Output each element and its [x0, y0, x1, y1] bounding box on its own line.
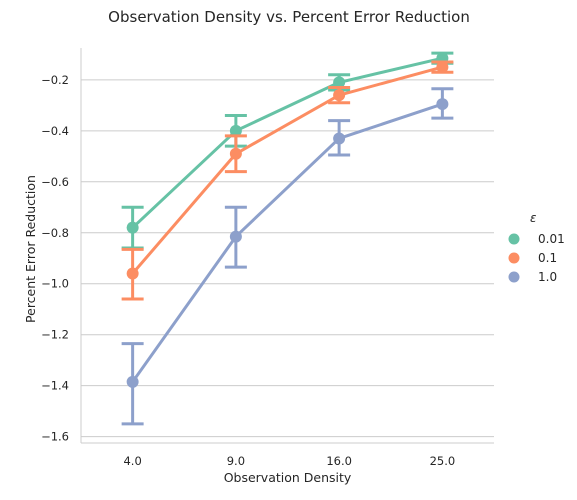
series-line: [131, 102, 443, 383]
series-group: [121, 51, 454, 426]
legend-title: ε: [530, 211, 537, 225]
data-point: [126, 221, 139, 234]
y-axis-label: Percent Error Reduction: [23, 175, 38, 323]
y-tick-label: −1.2: [41, 328, 69, 342]
data-point: [333, 132, 346, 145]
series-line: [131, 65, 443, 275]
y-tick-label: −1.6: [41, 430, 69, 444]
x-tick-label: 4.0: [123, 454, 141, 468]
legend: ε0.01 0.1 1.0: [508, 211, 565, 284]
data-point: [436, 98, 449, 111]
data-point: [126, 375, 139, 388]
data-point: [333, 76, 346, 89]
legend-entry-label: 1.0: [538, 270, 557, 284]
y-tick-label: −1.4: [41, 379, 69, 393]
y-tick-label: −0.6: [41, 175, 69, 189]
series-line: [131, 56, 443, 229]
series-0.1: [121, 60, 454, 301]
legend-marker: [508, 233, 520, 245]
axes: −1.6 −1.4 −1.2 −1.0 −0.8 −0.6 −0.4 −0.2 4.0 9.0 16…: [41, 48, 494, 468]
chart-title: Observation Density vs. Percent Error Re…: [108, 8, 470, 26]
data-point: [229, 230, 242, 243]
data-point: [436, 61, 449, 74]
y-tick-label: −0.8: [41, 226, 69, 240]
x-tick-label: 9.0: [227, 454, 245, 468]
x-axis-label: Observation Density: [224, 470, 352, 485]
y-tick-label: −0.4: [41, 124, 69, 138]
legend-entry-label: 0.1: [538, 251, 557, 265]
legend-marker: [508, 271, 520, 283]
data-point: [333, 89, 346, 102]
legend-entry-label: 0.01: [538, 232, 565, 246]
y-tick-label: −1.0: [41, 277, 69, 291]
series-1.0: [121, 87, 454, 426]
series-0.01: [121, 51, 454, 250]
gridlines: [81, 79, 494, 438]
data-point: [229, 124, 242, 137]
data-point: [126, 267, 139, 280]
x-tick-label: 25.0: [430, 454, 456, 468]
legend-marker: [508, 252, 520, 264]
y-tick-label: −0.2: [41, 73, 69, 87]
data-point: [229, 147, 242, 160]
x-tick-label: 16.0: [326, 454, 352, 468]
